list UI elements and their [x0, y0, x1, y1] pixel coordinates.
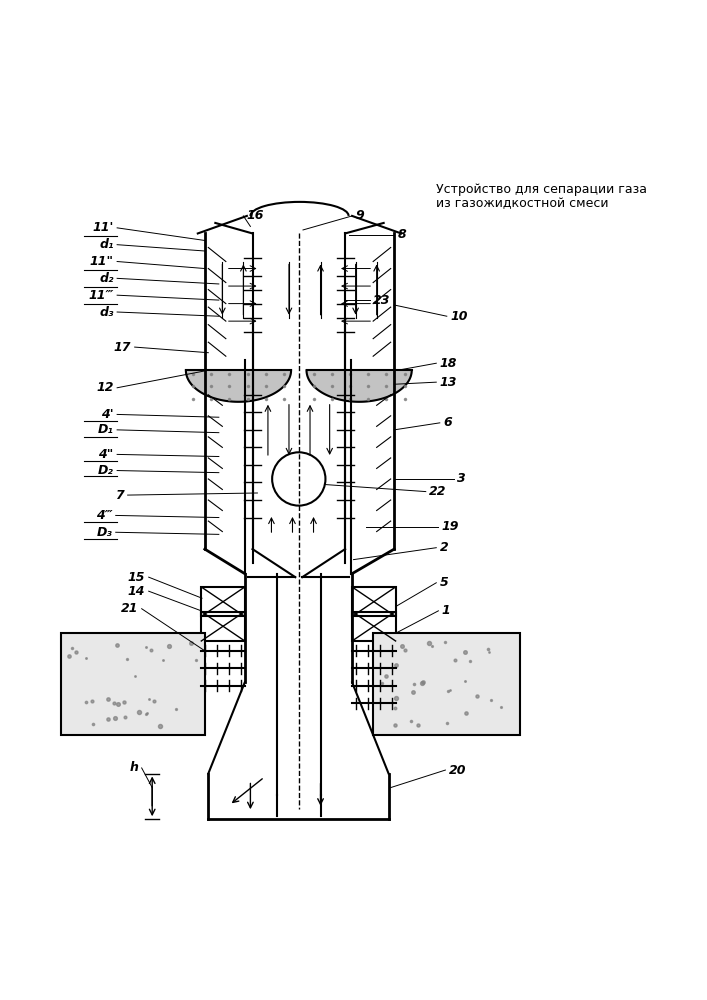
Text: 14: 14: [128, 585, 145, 598]
Text: 21: 21: [121, 602, 138, 615]
Polygon shape: [186, 370, 291, 402]
Text: 11': 11': [92, 221, 114, 234]
Bar: [201, 587, 245, 616]
Polygon shape: [307, 370, 411, 402]
Text: 12: 12: [96, 381, 114, 394]
Text: из газожидкостной смеси: из газожидкостной смеси: [436, 197, 609, 210]
Text: 6: 6: [443, 416, 452, 429]
Text: 5: 5: [440, 576, 448, 589]
Bar: [61, 633, 205, 735]
Text: 15: 15: [128, 571, 145, 584]
Text: 3: 3: [457, 472, 466, 485]
Text: d₃: d₃: [99, 306, 114, 319]
Text: D₁: D₁: [98, 423, 114, 436]
Text: d₂: d₂: [99, 272, 114, 285]
Bar: [352, 587, 396, 616]
Bar: [201, 612, 245, 641]
Text: 4': 4': [101, 408, 114, 421]
Bar: [373, 633, 520, 735]
Text: 16: 16: [247, 209, 264, 222]
Text: 18: 18: [440, 357, 457, 370]
Bar: [352, 612, 396, 641]
Text: 8: 8: [398, 228, 407, 241]
Text: 11‴: 11‴: [88, 289, 114, 302]
Text: D₃: D₃: [96, 526, 112, 539]
Text: 9: 9: [356, 209, 364, 222]
Text: 1: 1: [442, 604, 450, 617]
Text: 17: 17: [114, 341, 132, 354]
Text: 23: 23: [373, 294, 391, 307]
Text: Устройство для сепарации газа: Устройство для сепарации газа: [436, 183, 648, 196]
Text: 7: 7: [115, 489, 124, 502]
Text: 4‴: 4‴: [95, 509, 112, 522]
Text: 10: 10: [450, 310, 468, 323]
Text: 11": 11": [90, 255, 114, 268]
Text: 22: 22: [429, 485, 447, 498]
Text: d₁: d₁: [99, 238, 114, 251]
Text: 20: 20: [449, 764, 467, 777]
Text: 19: 19: [442, 520, 460, 533]
Text: 4": 4": [98, 448, 114, 461]
Text: 2: 2: [440, 541, 448, 554]
Text: 13: 13: [440, 376, 457, 389]
Text: D₂: D₂: [98, 464, 114, 477]
Text: h: h: [129, 761, 138, 774]
